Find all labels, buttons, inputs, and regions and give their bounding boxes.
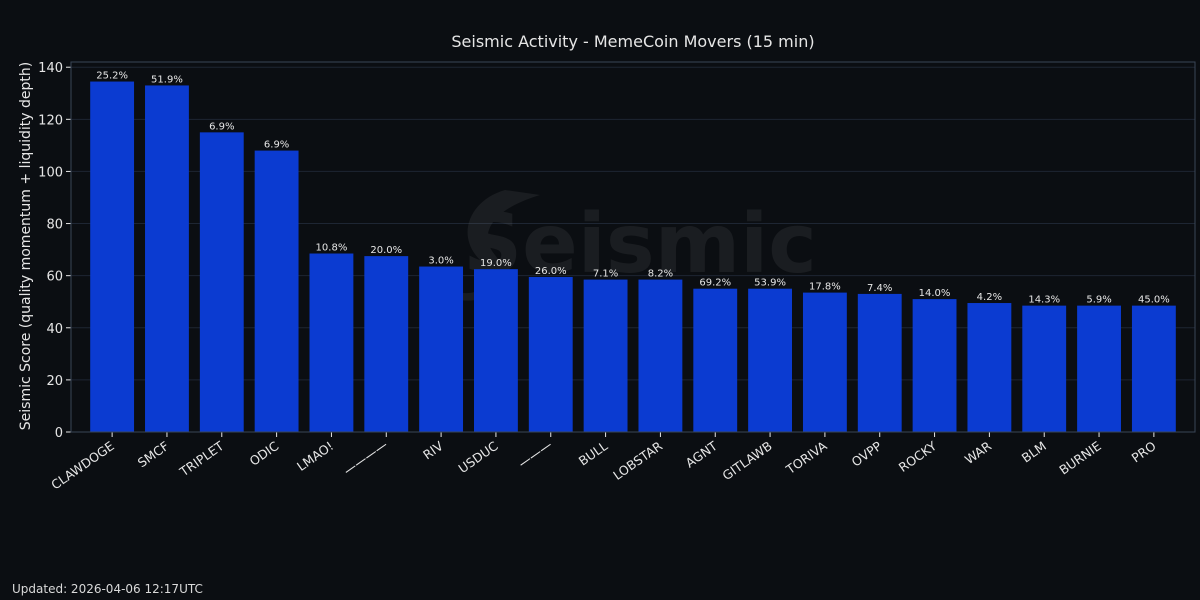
bar: [857, 293, 902, 432]
bar: [364, 256, 409, 432]
bar-value-label: 8.2%: [648, 269, 673, 280]
bar: [419, 266, 464, 432]
x-tick-label: RIV: [420, 438, 446, 463]
bar: [528, 276, 573, 432]
x-axis: CLAWDOGE SMCF TRIPLET ODIC LMAO! 一一一一 RIV USDUC…: [48, 432, 1159, 492]
x-tick-label: TRIPLET: [176, 438, 227, 480]
bar: [967, 303, 1012, 432]
x-tick-label: TORIVA: [782, 438, 830, 478]
bar-value-label: 20.0%: [370, 245, 402, 256]
y-tick-label: 0: [55, 426, 63, 441]
bar: [90, 81, 135, 433]
bar: [638, 279, 683, 432]
bar-value-label: 10.8%: [316, 243, 348, 254]
x-tick-label: ROCKY: [896, 438, 940, 475]
x-tick-label: CLAWDOGE: [48, 438, 117, 492]
bar: [309, 253, 354, 432]
bar-value-label: 26.0%: [535, 266, 567, 277]
bar-value-label: 14.0%: [919, 288, 951, 299]
x-tick-label: LOBSTAR: [610, 438, 665, 483]
bar: [583, 279, 628, 432]
bar-value-label: 69.2%: [699, 278, 731, 289]
watermark-swirl-icon: [455, 190, 540, 301]
bar: [199, 132, 244, 432]
bar-value-label: 7.4%: [867, 283, 892, 294]
bar: [1131, 305, 1176, 432]
bar: [1077, 305, 1121, 432]
plot-frame: [70, 61, 1196, 433]
bar: [693, 288, 738, 432]
y-tick-label: 140: [38, 61, 63, 76]
x-tick-label: PRO: [1129, 438, 1159, 465]
bar-value-label: 17.8%: [809, 282, 841, 293]
bar-value-label: 53.9%: [754, 278, 786, 289]
bar-value-label: 45.0%: [1138, 295, 1170, 306]
watermark-logo: Seismic: [455, 190, 817, 301]
y-tick-label: 60: [46, 270, 63, 285]
bar-value-label: 6.9%: [209, 121, 234, 132]
watermark-text: Seismic: [463, 197, 817, 292]
bar-value-label: 5.9%: [1086, 295, 1111, 306]
bar-value-label: 4.2%: [977, 292, 1002, 303]
bar: [254, 150, 299, 432]
bar: [748, 288, 793, 432]
y-tick-label: 80: [46, 218, 63, 233]
bar-value-label: 6.9%: [264, 140, 289, 151]
x-tick-label: USDUC: [456, 438, 501, 476]
bar: [802, 292, 847, 432]
x-tick-label: LMAO!: [294, 438, 336, 474]
bar-value-label: 19.0%: [480, 258, 512, 269]
bar-value-label: 14.3%: [1028, 295, 1060, 306]
bar: [473, 269, 518, 432]
x-tick-label: 一一一一: [341, 438, 391, 479]
y-tick-label: 20: [46, 374, 63, 389]
bars: [90, 81, 1176, 433]
x-tick-label: GITLAWB: [719, 438, 774, 483]
y-axis-label: Seismic Score (quality momentum + liquid…: [18, 62, 34, 430]
bar-value-label: 3.0%: [428, 256, 453, 267]
x-tick-label: BURNIE: [1056, 438, 1103, 478]
chart-title: Seismic Activity - MemeCoin Movers (15 m…: [451, 32, 814, 51]
bar-value-label: 25.2%: [96, 71, 128, 82]
bar: [145, 85, 189, 432]
y-tick-label: 100: [38, 165, 63, 180]
bar-labels: 25.2% 51.9% 6.9% 6.9% 10.8% 20.0% 3.0% 19.0% 26.…: [96, 71, 1170, 306]
updated-timestamp: Updated: 2026-04-06 12:17UTC: [12, 582, 203, 596]
x-tick-label: SMCF: [135, 438, 172, 470]
x-tick-label: BLM: [1019, 438, 1049, 465]
bar-value-label: 7.1%: [593, 269, 618, 280]
y-axis: 0 20 40 60 80 100 120 140: [38, 61, 71, 441]
y-tick-label: 120: [38, 113, 63, 128]
bar-value-label: 51.9%: [151, 74, 183, 85]
x-tick-label: ODIC: [247, 438, 282, 469]
x-tick-label: OVPP: [849, 438, 885, 470]
bar: [1022, 305, 1067, 432]
bar: [912, 299, 957, 432]
x-tick-label: AGNT: [683, 438, 721, 471]
x-tick-label: 一一一: [516, 438, 555, 472]
x-tick-label: BULL: [576, 438, 611, 468]
x-tick-label: WAR: [962, 438, 995, 467]
y-tick-label: 40: [46, 322, 63, 337]
